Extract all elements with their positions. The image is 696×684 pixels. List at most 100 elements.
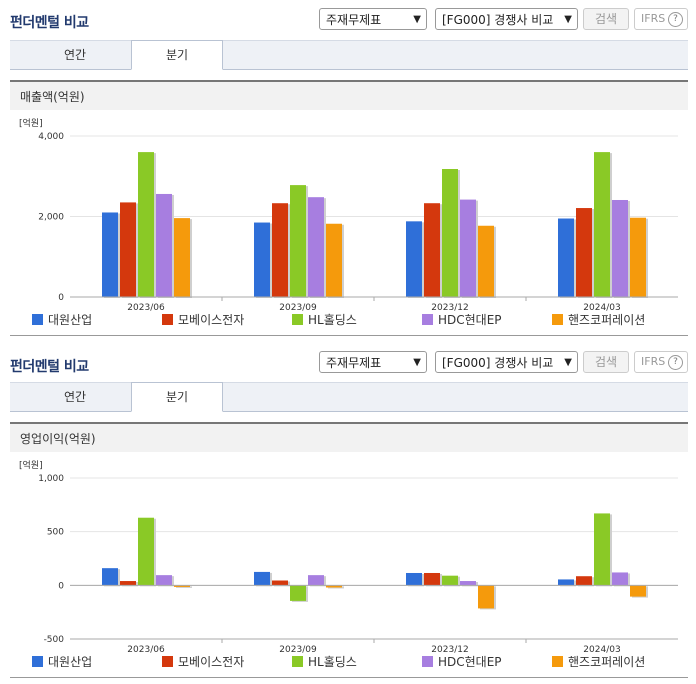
legend-item[interactable]: 핸즈코퍼레이션 bbox=[552, 652, 645, 672]
bar[interactable] bbox=[558, 218, 574, 297]
bar[interactable] bbox=[174, 585, 190, 587]
legend-label: HDC현대EP bbox=[438, 313, 502, 327]
statement-select[interactable]: 주재무제표 ▼ bbox=[319, 8, 427, 30]
bar[interactable] bbox=[326, 585, 342, 588]
bar[interactable] bbox=[442, 169, 458, 297]
ifrs-button[interactable]: IFRS ? bbox=[634, 8, 688, 30]
bar[interactable] bbox=[594, 513, 610, 586]
bar[interactable] bbox=[442, 575, 458, 586]
bar[interactable] bbox=[272, 580, 288, 586]
bar[interactable] bbox=[138, 152, 154, 297]
chevron-down-icon: ▼ bbox=[413, 357, 421, 368]
x-tick-label: 2023/09 bbox=[279, 303, 317, 312]
statement-select-value: 주재무제표 bbox=[326, 356, 382, 370]
bar[interactable] bbox=[120, 202, 136, 297]
legend-swatch bbox=[552, 314, 563, 325]
bar[interactable] bbox=[594, 152, 610, 297]
legend-item[interactable]: HL홀딩스 bbox=[292, 310, 357, 330]
bar[interactable] bbox=[478, 225, 494, 297]
period-tabs: 연간 분기 bbox=[10, 40, 688, 70]
section-title: 매출액(억원) bbox=[10, 80, 688, 110]
x-tick-label: 2023/12 bbox=[431, 645, 468, 654]
page-title: 펀더멘털 비교 bbox=[10, 359, 89, 375]
period-tabs: 연간 분기 bbox=[10, 382, 688, 412]
legend-swatch bbox=[32, 656, 43, 667]
bar[interactable] bbox=[174, 218, 190, 297]
ifrs-button[interactable]: IFRS ? bbox=[634, 351, 688, 373]
bar[interactable] bbox=[254, 571, 270, 586]
operating-income-panel: 펀더멘털 비교 주재무제표 ▼ [FG000] 경쟁사 비교 ▼ 검색 IFRS… bbox=[0, 342, 696, 684]
help-icon: ? bbox=[668, 355, 683, 370]
legend-swatch bbox=[422, 656, 433, 667]
bar[interactable] bbox=[460, 199, 476, 297]
bar[interactable] bbox=[138, 517, 154, 586]
bar[interactable] bbox=[612, 572, 628, 586]
bar[interactable] bbox=[290, 185, 306, 297]
bar[interactable] bbox=[406, 221, 422, 297]
bar[interactable] bbox=[290, 585, 306, 601]
bar[interactable] bbox=[460, 581, 476, 586]
unit-label: [억원] bbox=[19, 117, 43, 129]
ifrs-label: IFRS bbox=[641, 12, 666, 25]
legend-label: HL홀딩스 bbox=[308, 313, 357, 327]
chevron-down-icon: ▼ bbox=[413, 14, 421, 25]
legend-item[interactable]: 모베이스전자 bbox=[162, 310, 244, 330]
tab-quarterly[interactable]: 분기 bbox=[131, 40, 223, 70]
legend-swatch bbox=[32, 314, 43, 325]
bar[interactable] bbox=[576, 208, 592, 297]
bar[interactable] bbox=[308, 575, 324, 586]
legend-label: HDC현대EP bbox=[438, 655, 502, 669]
y-tick-label: -500 bbox=[44, 635, 65, 645]
bar[interactable] bbox=[102, 212, 118, 297]
bar[interactable] bbox=[612, 199, 628, 297]
bar[interactable] bbox=[272, 203, 288, 297]
tab-annual[interactable]: 연간 bbox=[63, 48, 87, 62]
x-tick-label: 2023/06 bbox=[127, 303, 165, 312]
x-tick-label: 2023/06 bbox=[127, 645, 165, 654]
legend-swatch bbox=[552, 656, 563, 667]
legend-item[interactable]: 핸즈코퍼레이션 bbox=[552, 310, 645, 330]
peer-select[interactable]: [FG000] 경쟁사 비교 ▼ bbox=[435, 351, 578, 373]
y-tick-label: 2,000 bbox=[38, 213, 64, 223]
x-tick-label: 2024/03 bbox=[583, 303, 620, 312]
legend-label: 모베이스전자 bbox=[178, 313, 245, 327]
bar[interactable] bbox=[308, 197, 324, 297]
legend-item[interactable]: 모베이스전자 bbox=[162, 652, 244, 672]
bar[interactable] bbox=[156, 193, 172, 297]
bar[interactable] bbox=[558, 579, 574, 586]
bar[interactable] bbox=[630, 217, 646, 297]
help-icon: ? bbox=[668, 12, 683, 27]
bar[interactable] bbox=[478, 585, 494, 609]
operating-income-chart-svg: [억원] -500 0 500 1,000 2023/06 2023/09 2023/12 20… bbox=[19, 459, 678, 655]
legend-item[interactable]: HL홀딩스 bbox=[292, 652, 357, 672]
bar[interactable] bbox=[406, 572, 422, 586]
bar[interactable] bbox=[630, 585, 646, 597]
legend-item[interactable]: HDC현대EP bbox=[422, 310, 502, 330]
bar[interactable] bbox=[254, 222, 270, 297]
legend-swatch bbox=[292, 314, 303, 325]
bar[interactable] bbox=[576, 576, 592, 586]
legend-label: 핸즈코퍼레이션 bbox=[568, 655, 646, 669]
operating-income-chart: [억원] -500 0 500 1,000 2023/06 2023/09 2023/12 20… bbox=[10, 454, 688, 655]
search-button[interactable]: 검색 bbox=[583, 8, 629, 30]
statement-select-value: 주재무제표 bbox=[326, 13, 382, 27]
legend-item[interactable]: HDC현대EP bbox=[422, 652, 502, 672]
revenue-chart-svg: [억원] 0 2,000 4,000 2023/06 2023/09 2023/12 2024… bbox=[19, 117, 678, 313]
x-tick-label: 2023/09 bbox=[279, 645, 317, 654]
bar[interactable] bbox=[156, 575, 172, 586]
bar[interactable] bbox=[326, 223, 342, 297]
bar[interactable] bbox=[120, 581, 136, 586]
x-tick-label: 2023/12 bbox=[431, 303, 468, 312]
tab-annual[interactable]: 연간 bbox=[63, 390, 87, 404]
divider bbox=[10, 335, 688, 336]
legend-item[interactable]: 대원산업 bbox=[32, 652, 92, 672]
search-button[interactable]: 검색 bbox=[583, 351, 629, 373]
tab-quarterly[interactable]: 분기 bbox=[131, 382, 223, 412]
bar[interactable] bbox=[424, 572, 440, 586]
bar[interactable] bbox=[424, 203, 440, 297]
peer-select[interactable]: [FG000] 경쟁사 비교 ▼ bbox=[435, 8, 578, 30]
bar[interactable] bbox=[102, 568, 118, 586]
peer-select-value: [FG000] 경쟁사 비교 bbox=[442, 356, 554, 370]
legend-item[interactable]: 대원산업 bbox=[32, 310, 92, 330]
statement-select[interactable]: 주재무제표 ▼ bbox=[319, 351, 427, 373]
